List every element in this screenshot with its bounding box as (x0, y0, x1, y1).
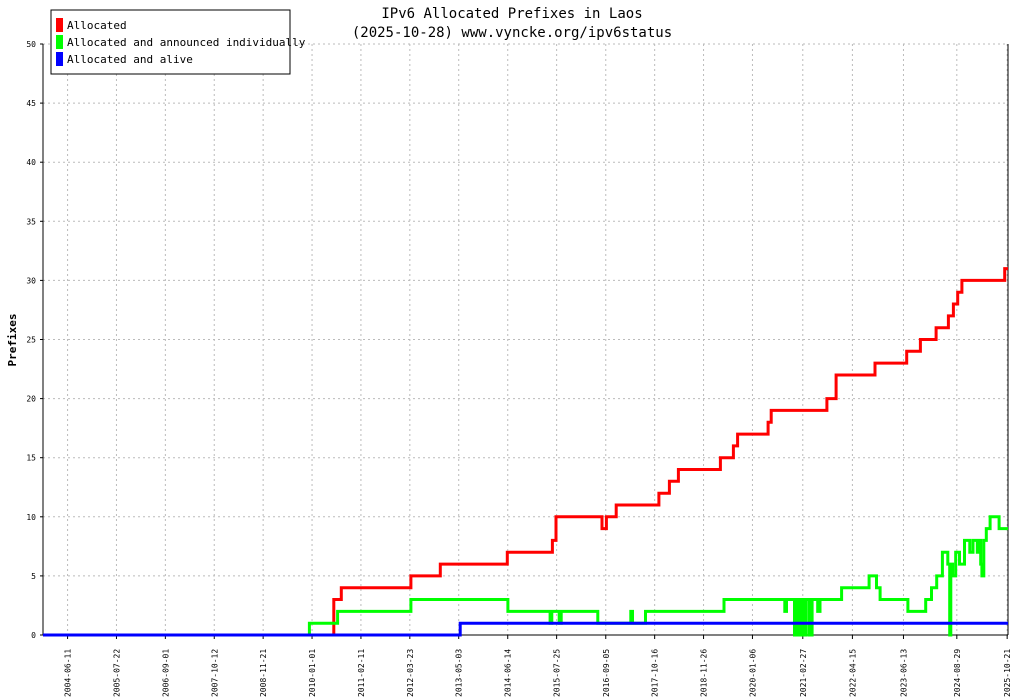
legend-swatch-announced (56, 35, 63, 49)
x-tick-label: 2015-07-25 (553, 649, 562, 697)
chart-title: IPv6 Allocated Prefixes in Laos (381, 6, 642, 22)
y-tick-label: 5 (31, 572, 36, 581)
legend-label-announced: Allocated and announced individually (67, 36, 306, 49)
x-tick-label: 2018-11-26 (700, 649, 709, 697)
x-tick-label: 2025-10-21 (1003, 649, 1012, 697)
x-tick-label: 2011-02-11 (357, 649, 366, 697)
x-tick-label: 2013-05-03 (455, 649, 464, 697)
legend-swatch-alive (56, 52, 63, 66)
x-tick-label: 2012-03-23 (406, 649, 415, 697)
x-tick-label: 2023-06-13 (899, 649, 908, 697)
x-tick-label: 2021-02-27 (799, 649, 808, 697)
x-tick-label: 2006-09-01 (161, 649, 170, 697)
x-tick-label: 2017-10-16 (651, 649, 660, 697)
x-tick-label: 2024-08-29 (953, 649, 962, 697)
y-tick-label: 35 (26, 217, 36, 226)
x-tick-label: 2005-07-22 (112, 649, 121, 697)
y-tick-label: 25 (26, 336, 36, 345)
chart-subtitle: (2025-10-28) www.vyncke.org/ipv6status (352, 25, 672, 41)
y-tick-label: 10 (26, 513, 36, 522)
y-tick-label: 0 (31, 631, 36, 640)
x-tick-label: 2008-11-21 (259, 649, 268, 697)
y-tick-label: 30 (26, 276, 36, 285)
x-tick-label: 2020-01-06 (748, 649, 757, 697)
x-tick-label: 2016-09-05 (602, 649, 611, 697)
legend-label-alive: Allocated and alive (67, 53, 193, 66)
x-tick-label: 2010-01-01 (308, 649, 317, 697)
x-tick-label: 2004-06-11 (64, 649, 73, 697)
legend: Allocated Allocated and announced indivi… (51, 10, 306, 74)
y-tick-label: 15 (26, 454, 36, 463)
y-tick-label: 40 (26, 158, 36, 167)
y-tick-label: 20 (26, 395, 36, 404)
x-tick-label: 2022-04-15 (848, 649, 857, 697)
legend-swatch-allocated (56, 18, 63, 32)
x-tick-label: 2007-10-12 (210, 649, 219, 697)
y-tick-label: 50 (26, 40, 36, 49)
x-tick-label: 2014-06-14 (504, 649, 513, 697)
y-tick-label: 45 (26, 99, 36, 108)
legend-label-allocated: Allocated (67, 19, 127, 32)
y-axis-label: Prefixes (6, 314, 19, 367)
